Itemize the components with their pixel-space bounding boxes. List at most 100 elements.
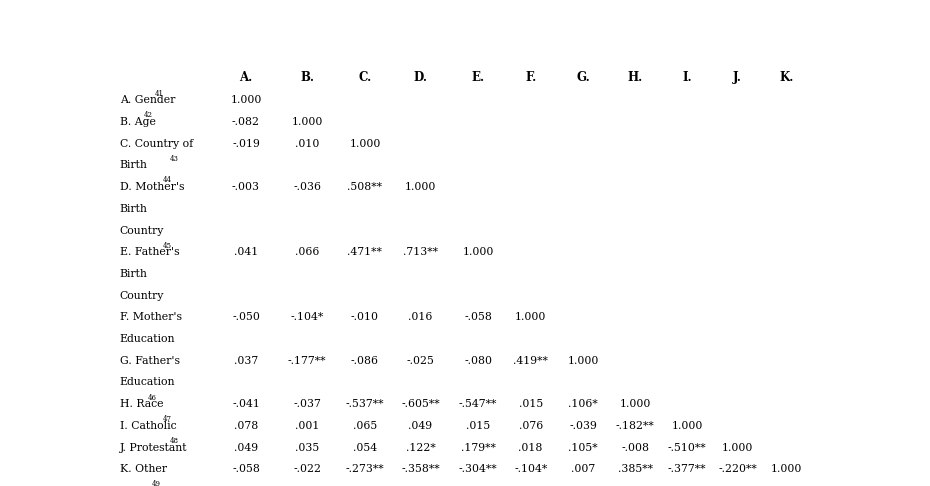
- Text: -.182**: -.182**: [616, 421, 655, 431]
- Text: .010: .010: [295, 139, 319, 149]
- Text: .015: .015: [466, 421, 490, 431]
- Text: 42: 42: [144, 111, 153, 120]
- Text: -.304**: -.304**: [458, 464, 498, 474]
- Text: K.: K.: [779, 71, 793, 85]
- Text: Birth: Birth: [120, 269, 148, 279]
- Text: -.008: -.008: [621, 443, 649, 452]
- Text: -.104*: -.104*: [514, 464, 548, 474]
- Text: .179**: .179**: [460, 443, 496, 452]
- Text: G.: G.: [577, 71, 591, 85]
- Text: Education: Education: [120, 334, 176, 344]
- Text: -.058: -.058: [464, 312, 492, 322]
- Text: 44: 44: [163, 176, 171, 185]
- Text: A.: A.: [239, 71, 253, 85]
- Text: J.: J.: [733, 71, 742, 85]
- Text: .076: .076: [519, 421, 543, 431]
- Text: -.019: -.019: [232, 139, 259, 149]
- Text: -.547**: -.547**: [458, 399, 498, 409]
- Text: E. Father's: E. Father's: [120, 247, 179, 257]
- Text: .041: .041: [233, 247, 259, 257]
- Text: .001: .001: [295, 421, 319, 431]
- Text: 1.000: 1.000: [350, 139, 380, 149]
- Text: .065: .065: [352, 421, 377, 431]
- Text: .035: .035: [295, 443, 319, 452]
- Text: .471**: .471**: [348, 247, 382, 257]
- Text: G. Father's: G. Father's: [120, 356, 179, 366]
- Text: -.273**: -.273**: [346, 464, 384, 474]
- Text: B. Age: B. Age: [120, 117, 155, 127]
- Text: .105*: .105*: [568, 443, 598, 452]
- Text: .066: .066: [295, 247, 319, 257]
- Text: D.: D.: [414, 71, 428, 85]
- Text: -.025: -.025: [406, 356, 434, 366]
- Text: D. Mother's: D. Mother's: [120, 182, 184, 192]
- Text: F. Mother's: F. Mother's: [120, 312, 182, 322]
- Text: Country: Country: [120, 226, 165, 236]
- Text: .037: .037: [233, 356, 259, 366]
- Text: -.377**: -.377**: [668, 464, 706, 474]
- Text: -.058: -.058: [232, 464, 259, 474]
- Text: -.177**: -.177**: [288, 356, 326, 366]
- Text: .385**: .385**: [618, 464, 653, 474]
- Text: 1.000: 1.000: [515, 312, 546, 322]
- Text: Birth: Birth: [120, 204, 148, 214]
- Text: -.022: -.022: [293, 464, 321, 474]
- Text: .049: .049: [234, 443, 258, 452]
- Text: -.036: -.036: [293, 182, 321, 192]
- Text: F.: F.: [525, 71, 537, 85]
- Text: C. Country of: C. Country of: [120, 139, 193, 149]
- Text: .508**: .508**: [348, 182, 382, 192]
- Text: 1.000: 1.000: [619, 399, 651, 409]
- Text: -.510**: -.510**: [668, 443, 707, 452]
- Text: .078: .078: [233, 421, 259, 431]
- Text: 1.000: 1.000: [671, 421, 703, 431]
- Text: 1.000: 1.000: [722, 443, 753, 452]
- Text: 48: 48: [170, 437, 179, 445]
- Text: 1.000: 1.000: [405, 182, 436, 192]
- Text: .007: .007: [571, 464, 595, 474]
- Text: Education: Education: [120, 378, 176, 387]
- Text: Birth: Birth: [120, 160, 148, 171]
- Text: -.080: -.080: [464, 356, 492, 366]
- Text: .106*: .106*: [568, 399, 598, 409]
- Text: -.050: -.050: [232, 312, 259, 322]
- Text: -.086: -.086: [351, 356, 379, 366]
- Text: -.039: -.039: [569, 421, 597, 431]
- Text: -.104*: -.104*: [290, 312, 324, 322]
- Text: -.358**: -.358**: [401, 464, 440, 474]
- Text: I. Catholic: I. Catholic: [120, 421, 177, 431]
- Text: -.605**: -.605**: [401, 399, 440, 409]
- Text: 45: 45: [163, 242, 171, 250]
- Text: 43: 43: [170, 155, 179, 163]
- Text: 1.000: 1.000: [567, 356, 599, 366]
- Text: -.010: -.010: [351, 312, 379, 322]
- Text: .419**: .419**: [513, 356, 548, 366]
- Text: 49: 49: [152, 480, 160, 486]
- Text: 46: 46: [148, 394, 156, 401]
- Text: A. Gender: A. Gender: [120, 95, 175, 105]
- Text: 47: 47: [163, 415, 171, 423]
- Text: 1.000: 1.000: [771, 464, 803, 474]
- Text: E.: E.: [472, 71, 485, 85]
- Text: -.041: -.041: [232, 399, 259, 409]
- Text: -.220**: -.220**: [718, 464, 757, 474]
- Text: 1.000: 1.000: [462, 247, 494, 257]
- Text: 1.000: 1.000: [231, 95, 261, 105]
- Text: -.003: -.003: [232, 182, 260, 192]
- Text: I.: I.: [683, 71, 692, 85]
- Text: H.: H.: [628, 71, 643, 85]
- Text: C.: C.: [358, 71, 371, 85]
- Text: .015: .015: [519, 399, 543, 409]
- Text: .054: .054: [352, 443, 377, 452]
- Text: J. Protestant: J. Protestant: [120, 443, 187, 452]
- Text: B.: B.: [300, 71, 314, 85]
- Text: .122*: .122*: [405, 443, 435, 452]
- Text: 41: 41: [155, 90, 164, 98]
- Text: .713**: .713**: [403, 247, 438, 257]
- Text: K. Other: K. Other: [120, 464, 166, 474]
- Text: -.037: -.037: [293, 399, 321, 409]
- Text: 1.000: 1.000: [292, 117, 323, 127]
- Text: .016: .016: [408, 312, 432, 322]
- Text: -.537**: -.537**: [346, 399, 384, 409]
- Text: .049: .049: [408, 421, 432, 431]
